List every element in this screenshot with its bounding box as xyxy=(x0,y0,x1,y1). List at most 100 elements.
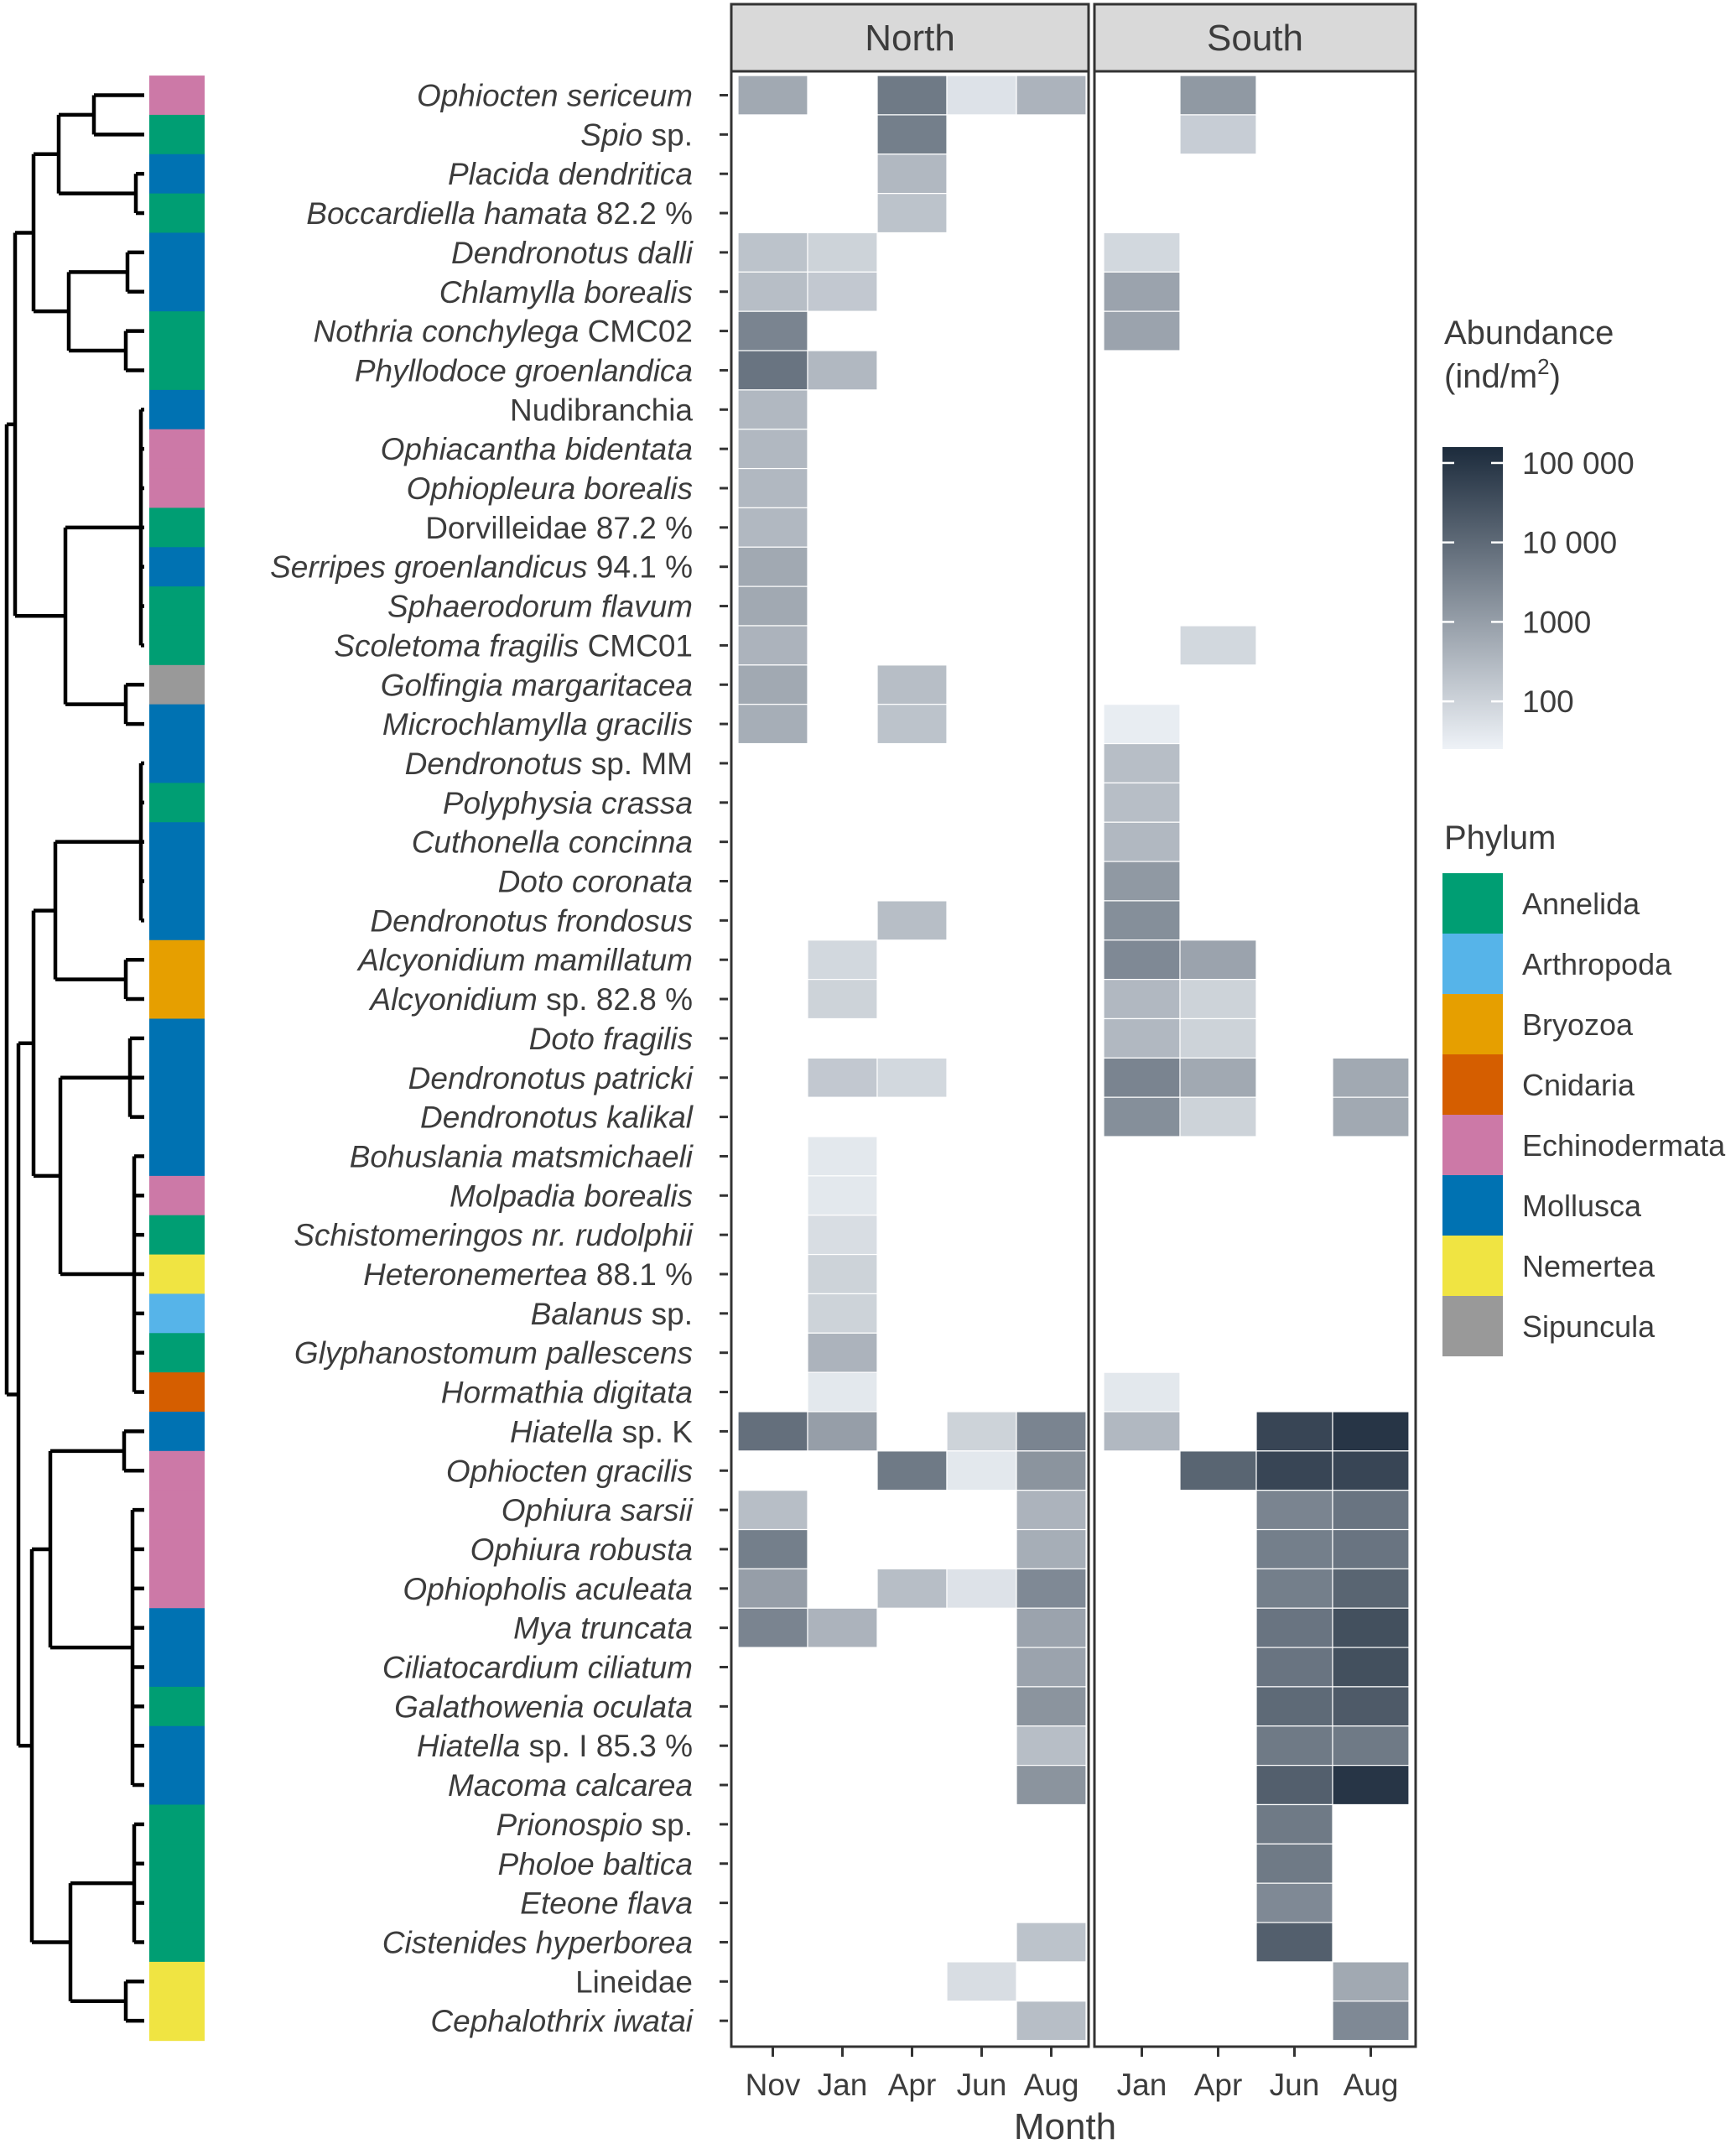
heatmap-cell xyxy=(807,1411,878,1452)
heatmap-cell xyxy=(1103,1057,1181,1098)
heatmap-cell xyxy=(1255,1843,1333,1884)
phylum-strip-cell xyxy=(149,468,205,509)
species-label: Ciliatocardium ciliatum xyxy=(382,1651,693,1685)
phylum-legend-label: Annelida xyxy=(1522,887,1640,921)
phylum-strip-cell xyxy=(149,704,205,745)
species-label: Ophiocten gracilis xyxy=(446,1454,693,1488)
species-label: Doto fragilis xyxy=(529,1022,693,1056)
phylum-strip-cell xyxy=(149,1137,205,1177)
phylum-strip-cell xyxy=(149,272,205,312)
phylum-strip-cell xyxy=(149,1804,205,1845)
species-label: Cistenides hyperborea xyxy=(382,1925,693,1959)
phylum-strip-cell xyxy=(149,1725,205,1767)
heatmap-cell xyxy=(1255,1490,1333,1531)
heatmap-cell xyxy=(1179,1450,1257,1491)
heatmap-cell xyxy=(1103,900,1181,941)
species-label: Hiatella sp. I 85.3 % xyxy=(417,1729,693,1763)
species-label: Eteone flava xyxy=(520,1886,693,1921)
phylum-strip-cell xyxy=(149,1883,205,1923)
dendrogram xyxy=(4,93,144,2023)
species-label: Sphaerodorum flavum xyxy=(387,590,693,624)
heatmap-cell xyxy=(876,75,948,116)
heatmap-cell xyxy=(1103,861,1181,902)
phylum-strip-cell xyxy=(149,1372,205,1413)
heatmap-cell xyxy=(1332,1765,1410,1806)
phylum-legend-label: Echinodermata xyxy=(1522,1128,1726,1163)
heatmap-cell xyxy=(946,1450,1017,1491)
heatmap-cell xyxy=(1016,1647,1087,1688)
heatmap-cell xyxy=(737,350,808,391)
species-label: Ophiura sarsii xyxy=(502,1493,694,1527)
heatmap-cell xyxy=(1255,1882,1333,1923)
phylum-legend-key xyxy=(1442,873,1503,934)
phylum-strip-cell xyxy=(149,625,205,666)
species-label: Balanus sp. xyxy=(531,1297,693,1331)
species-label: Chlamylla borealis xyxy=(439,275,693,310)
phylum-strip-cell xyxy=(149,1018,205,1059)
species-label: Nudibranchia xyxy=(510,393,693,427)
heatmap-cell xyxy=(737,546,808,587)
species-label: Ophiopholis aculeata xyxy=(403,1572,693,1606)
colorbar-tick-label: 100 xyxy=(1522,684,1574,719)
facet-title: South xyxy=(1207,18,1303,59)
phylum-strip-cell xyxy=(149,1097,205,1137)
heatmap-cell xyxy=(1255,1647,1333,1688)
phylum-strip-cell xyxy=(149,507,205,548)
colorbar-tick-label: 10 000 xyxy=(1522,526,1617,560)
heatmap-cell xyxy=(1179,939,1257,981)
species-label: Dendronotus dalli xyxy=(451,236,694,270)
heatmap-cell xyxy=(737,1490,808,1531)
heatmap-cell xyxy=(1179,114,1257,155)
heatmap-cell xyxy=(1332,1411,1410,1452)
heatmap-cell xyxy=(1103,271,1181,312)
heatmap-cell xyxy=(946,1961,1017,2002)
heatmap-cell xyxy=(737,585,808,627)
x-axis-title: Month xyxy=(1014,2106,1116,2147)
facet-north: North Nov Jan Apr Jun Aug xyxy=(730,3,1090,2102)
species-label: Placida dendritica xyxy=(448,157,693,191)
phylum-legend-label: Mollusca xyxy=(1522,1189,1642,1223)
heatmap-cell xyxy=(807,1253,878,1295)
phylum-strip-cell xyxy=(149,1569,205,1609)
heatmap-cell xyxy=(737,625,808,666)
phylum-strip-cell xyxy=(149,2001,205,2042)
heatmap-cell xyxy=(737,271,808,312)
phylum-legend-title: Phylum xyxy=(1444,820,1556,856)
heatmap-cell xyxy=(1103,1017,1181,1059)
heatmap-cell xyxy=(1016,1922,1087,1963)
phylum-legend-key xyxy=(1442,934,1503,994)
heatmap-cell xyxy=(1016,1528,1087,1569)
heatmap-cell xyxy=(1332,1528,1410,1569)
heatmap-cell xyxy=(1016,1450,1087,1491)
heatmap-cell xyxy=(737,75,808,116)
heatmap-cell xyxy=(737,467,808,509)
heatmap-cell xyxy=(1255,1803,1333,1845)
heatmap-cell xyxy=(1255,1607,1333,1648)
heatmap-cell xyxy=(1103,1411,1181,1452)
phylum-strip-cell xyxy=(149,1686,205,1727)
phylum-legend-key xyxy=(1442,994,1503,1054)
heatmap-cell xyxy=(1332,1686,1410,1727)
heatmap-cell xyxy=(1255,1686,1333,1727)
phylum-strip-cell xyxy=(149,1844,205,1884)
phylum-strip-cell xyxy=(149,1450,205,1491)
heatmap-cell xyxy=(1179,1057,1257,1098)
species-label: Ophiacantha bidentata xyxy=(381,432,693,466)
species-label: Prionospio sp. xyxy=(496,1808,693,1842)
phylum-strip-cell xyxy=(149,311,205,351)
heatmap-cell xyxy=(1332,1057,1410,1098)
heatmap-cell xyxy=(946,1568,1017,1609)
species-label: Dendronotus sp. MM xyxy=(405,747,693,781)
heatmap-cell xyxy=(1103,782,1181,823)
x-tick-label: Aug xyxy=(1024,2068,1079,2102)
heatmap-cell xyxy=(1103,310,1181,351)
phylum-legend-key xyxy=(1442,1115,1503,1175)
heatmap-cell xyxy=(1332,1490,1410,1531)
phylum-legend-label: Sipuncula xyxy=(1522,1309,1655,1344)
heatmap-cell xyxy=(807,1136,878,1177)
phylum-strip-cell xyxy=(149,1529,205,1569)
heatmap-cell xyxy=(1103,979,1181,1020)
heatmap-cell xyxy=(876,1450,948,1491)
phylum-strip-cell xyxy=(149,900,205,941)
heatmap-cell xyxy=(807,232,878,273)
